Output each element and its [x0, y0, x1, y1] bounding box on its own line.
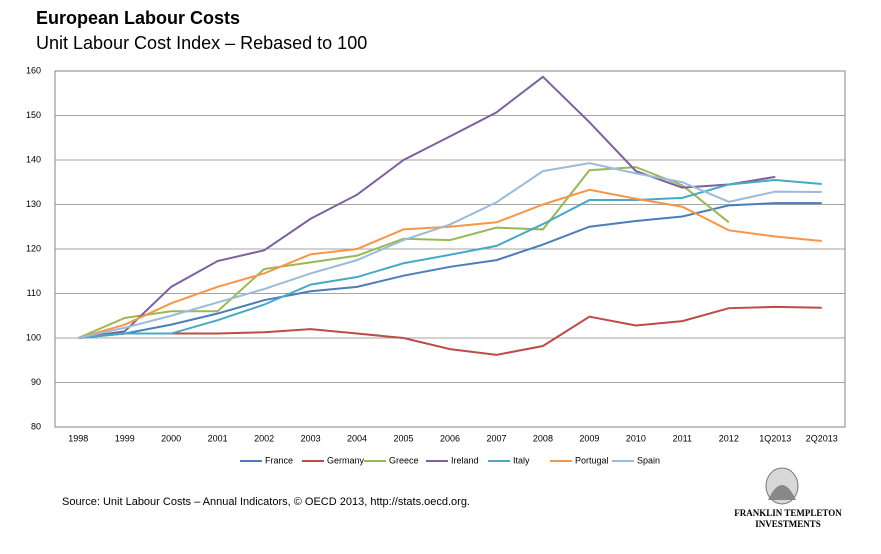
- chart-title: European Labour Costs: [36, 8, 240, 28]
- legend-label: Germany: [327, 455, 365, 465]
- series-line: [78, 202, 822, 339]
- x-tick-label: 2000: [161, 433, 181, 443]
- x-tick-label: 2011: [673, 433, 692, 443]
- legend-label: Spain: [637, 455, 660, 465]
- chart-subtitle: Unit Labour Cost Index – Rebased to 100: [36, 33, 367, 53]
- x-tick-label: 2002: [254, 433, 274, 443]
- logo-icon: [768, 485, 796, 500]
- y-tick-label: 80: [31, 421, 41, 431]
- series-line: [78, 162, 822, 339]
- series-line: [77, 188, 822, 339]
- x-tick-label: 2Q2013: [806, 433, 838, 443]
- y-tick-label: 110: [27, 288, 41, 298]
- x-tick-label: 2012: [719, 433, 739, 443]
- y-tick-label: 140: [26, 154, 41, 164]
- y-tick-label: 120: [26, 243, 41, 253]
- y-tick-label: 130: [26, 199, 41, 209]
- logo-text: INVESTMENTS: [755, 519, 821, 529]
- x-tick-label: 2007: [486, 433, 506, 443]
- series-line: [78, 75, 776, 339]
- y-tick-label: 100: [26, 332, 41, 342]
- x-tick-label: 2003: [301, 433, 321, 443]
- logo: [765, 467, 799, 505]
- x-tick-label: 2009: [579, 433, 599, 443]
- y-tick-label: 90: [31, 377, 41, 387]
- x-tick-label: 1998: [68, 433, 88, 443]
- logo-text: FRANKLIN TEMPLETON: [734, 508, 842, 518]
- y-tick-label: 150: [26, 110, 41, 120]
- legend-label: France: [265, 455, 293, 465]
- x-tick-label: 2010: [626, 433, 646, 443]
- x-tick-label: 2001: [208, 433, 228, 443]
- x-tick-label: 2008: [533, 433, 553, 443]
- x-tick-label: 1999: [115, 433, 135, 443]
- x-tick-label: 1Q2013: [759, 433, 791, 443]
- legend-label: Ireland: [451, 455, 479, 465]
- x-tick-label: 2005: [394, 433, 414, 443]
- series-line: [78, 179, 822, 339]
- legend-label: Italy: [513, 455, 530, 465]
- series-line: [78, 305, 822, 356]
- y-tick-label: 160: [26, 65, 41, 75]
- series-line: [77, 166, 730, 339]
- legend-label: Portugal: [575, 455, 609, 465]
- x-tick-label: 2004: [347, 433, 367, 443]
- x-tick-label: 2006: [440, 433, 460, 443]
- source-note: Source: Unit Labour Costs – Annual Indic…: [62, 496, 470, 508]
- legend-label: Greece: [389, 455, 419, 465]
